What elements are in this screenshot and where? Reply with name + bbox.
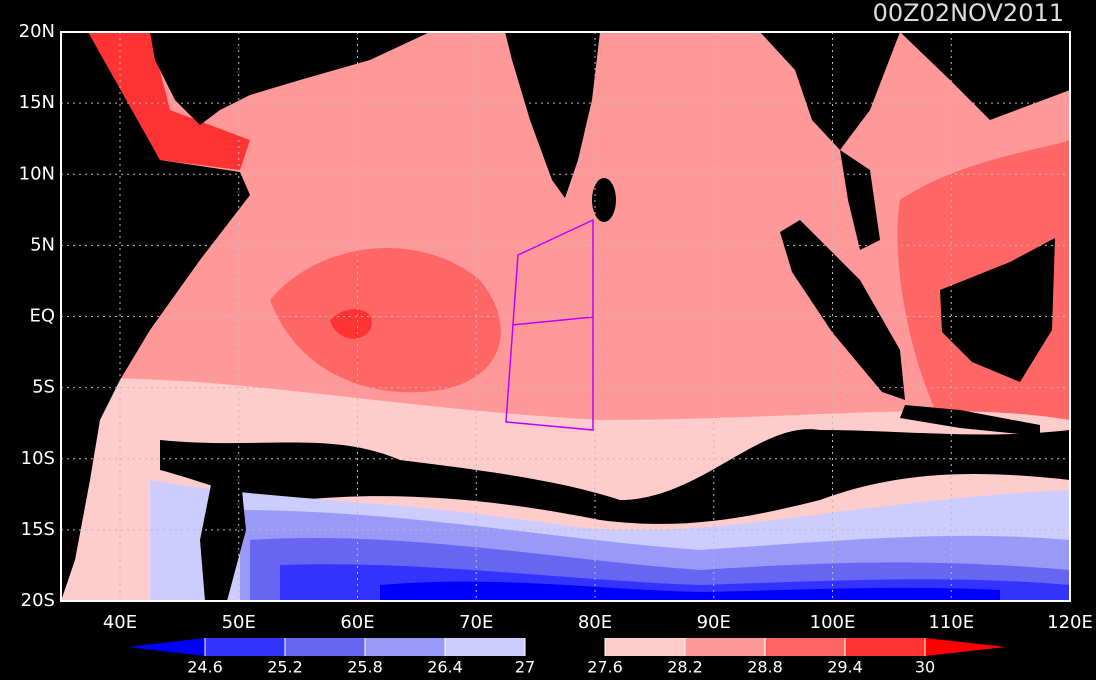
colorbar-segment	[845, 638, 925, 656]
colorbar-segment	[205, 638, 285, 656]
lat-label: 15S	[21, 519, 55, 540]
colorbar-segment	[765, 638, 845, 656]
grid	[61, 32, 1070, 601]
lon-label: 80E	[578, 612, 612, 633]
lon-label: 90E	[697, 612, 731, 633]
land-indochina	[760, 32, 900, 150]
land-africa	[61, 32, 250, 601]
map	[60, 31, 1071, 602]
lon-label: 110E	[928, 612, 974, 633]
land-malaysia	[840, 150, 880, 250]
colorbar-arrow	[128, 638, 205, 656]
colorbar-label: 30	[915, 658, 935, 677]
colorbar-label: 28.8	[747, 658, 783, 677]
cool-band	[380, 581, 1000, 601]
plot-frame	[60, 31, 1071, 602]
land-asia	[900, 32, 1070, 120]
lat-label: 5N	[30, 234, 55, 255]
lat-label: 20S	[21, 590, 55, 611]
lon-label: 100E	[810, 612, 856, 633]
colorbar-label: 27.6	[587, 658, 623, 677]
land-sri-lanka	[592, 178, 616, 222]
colorbar-segment	[525, 638, 605, 656]
land-arabia	[150, 32, 430, 125]
land-sumatra	[780, 220, 905, 400]
red-sea	[88, 32, 250, 170]
lon-label: 40E	[103, 612, 137, 633]
land-java	[900, 405, 1040, 436]
lat-label: 15N	[19, 92, 55, 113]
colorbar-label: 26.4	[427, 658, 463, 677]
analysis-box	[505, 218, 594, 431]
lon-label: 60E	[340, 612, 374, 633]
lon-label: 120E	[1047, 612, 1093, 633]
warm-pool	[270, 247, 501, 393]
colorbar-segment	[685, 638, 765, 656]
lat-label: 5S	[32, 377, 55, 398]
colorbar-label: 25.8	[347, 658, 383, 677]
lat-label: 10N	[19, 163, 55, 184]
colorbar-segment	[285, 638, 365, 656]
colorbar-arrow	[925, 638, 1006, 656]
colorbar-label: 25.2	[267, 658, 303, 677]
title: 00Z02NOV2011	[873, 0, 1064, 27]
colorbar-label: 27	[515, 658, 535, 677]
lon-label: 50E	[222, 612, 256, 633]
land-madagascar	[200, 470, 246, 601]
lat-label: 20N	[19, 21, 55, 42]
axis-labels: 20N 15N 10N 5N EQ 5S 10S 15S 20S 40E 50E 60E 70E 80E 9…	[19, 21, 1093, 633]
lat-label: 10S	[21, 448, 55, 469]
colorbar: 24.6 25.2 25.8 26.4 27 27.6 28.2 28.8 29.4 30	[128, 638, 1006, 677]
colorbar-segment	[605, 638, 685, 656]
land-india	[505, 32, 600, 198]
isotherm-band	[160, 429, 1070, 524]
land-borneo	[940, 238, 1055, 382]
colorbar-label: 28.2	[667, 658, 703, 677]
lat-label: EQ	[29, 306, 55, 327]
colorbar-label: 29.4	[827, 658, 863, 677]
colorbar-label: 24.6	[187, 658, 223, 677]
lon-label: 70E	[459, 612, 493, 633]
colorbar-segment	[445, 638, 525, 656]
colorbar-segment	[365, 638, 445, 656]
